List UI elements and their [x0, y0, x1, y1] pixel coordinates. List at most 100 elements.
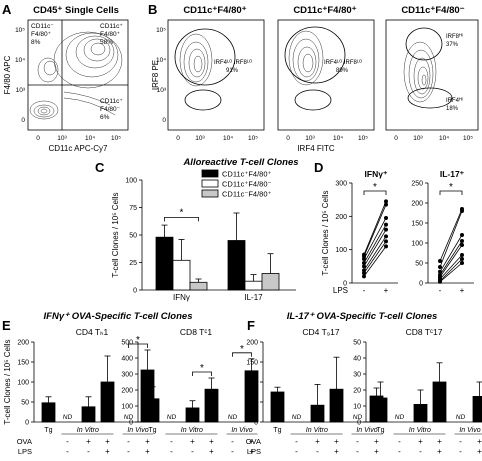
subplot-title: CD4 T₉17: [302, 327, 340, 337]
panel-b-ticks: 0 10³ 10⁴ 10⁵ 0 10³ 10⁴ 10⁵: [156, 27, 258, 142]
significance-marker: *: [180, 207, 184, 218]
row-value: -: [127, 447, 130, 456]
panel-letter-b: B: [148, 2, 157, 17]
group-label: In Vivo: [231, 427, 252, 434]
x-tick-label: +: [460, 286, 465, 295]
panel-a-plot-frame: [27, 19, 129, 131]
bar: [81, 406, 96, 423]
row-value: -: [66, 437, 69, 446]
bar: [41, 402, 56, 423]
significance-bracket: [232, 352, 252, 357]
y-tick-label: 250: [411, 181, 423, 188]
y-tick-label: 50: [129, 233, 137, 240]
data-point: [384, 244, 388, 249]
panel-b: IRF8 PE IRF4 FITC CD11c⁺F4/80⁺ IRF4ᴸᴼ IR…: [151, 5, 479, 153]
row-value: -: [170, 447, 173, 456]
data-point: [384, 234, 388, 239]
subplot-title: CD8 Tᶜ17: [406, 327, 443, 337]
panel-letter-c: C: [95, 160, 105, 175]
y-tick-label: 0: [357, 420, 361, 427]
gate-value: 18%: [446, 106, 459, 112]
row-label: LPS: [247, 447, 261, 456]
gate-label: IRF4ᴸᴼ IRF8ᴸᴼ: [214, 59, 252, 66]
paired-line: [439, 210, 463, 268]
row-value: -: [127, 437, 130, 446]
group-label: In Vitro: [409, 427, 431, 434]
y-tick-label: 75: [129, 205, 137, 212]
data-point: [460, 261, 464, 265]
panel-f-title: IL-17⁺ OVA-Specific T-cell Clones: [287, 311, 438, 322]
group-label: In Vitro: [306, 427, 328, 434]
panel-a-contours: [29, 31, 123, 120]
svg-text:0: 0: [162, 117, 166, 124]
data-point: [460, 257, 464, 261]
panel-b-ticks: 0 10³ 10⁴ 10⁵: [286, 135, 368, 142]
bar: [189, 281, 208, 291]
panel-b-contours: [179, 33, 213, 87]
gate-label: IRF8ᴴᴵ: [446, 33, 463, 40]
panel-b-contours: [288, 30, 324, 86]
panel-b-plot-title: CD11c⁺F4/80⁺: [183, 5, 246, 16]
x-tick-label: IL-17: [244, 293, 263, 302]
row-value: -: [356, 437, 359, 446]
row-value: +: [105, 447, 110, 456]
group-label: Tg: [273, 427, 281, 434]
subplot-title: CD4 Tₕ1: [76, 327, 109, 337]
row-value: +: [145, 437, 150, 446]
group-label: Tg: [148, 427, 156, 434]
panel-letter-f: F: [247, 318, 255, 333]
paired-line: [363, 241, 387, 274]
y-tick-label: 200: [411, 201, 423, 208]
row-value: -: [170, 437, 173, 446]
bar: [227, 240, 246, 291]
gate-label: IRF4ᴸᴼ IRF8ᴸᴼ: [324, 59, 362, 66]
panel-b-ylabel: IRF8 PE: [151, 60, 160, 90]
row-value: +: [86, 437, 91, 446]
row-value: +: [315, 437, 320, 446]
paired-line: [439, 258, 463, 282]
gate-outline: [405, 27, 443, 61]
row-value: +: [145, 447, 150, 456]
significance-marker: *: [373, 182, 377, 193]
y-tick-label: 50: [21, 400, 29, 407]
y-tick-label: 0: [419, 281, 423, 288]
data-point: [438, 265, 442, 269]
svg-text:10⁵: 10⁵: [15, 27, 25, 34]
data-point: [384, 202, 388, 207]
bar: [270, 391, 285, 423]
x-tick-label: -: [363, 286, 366, 295]
bar: [185, 407, 200, 423]
row-value: -: [231, 437, 234, 446]
legend-swatch: [201, 179, 219, 188]
gate-label: CD11c⁺: [100, 98, 123, 105]
data-point: [384, 216, 388, 220]
legend-label: CD11c⁺F4/80⁺: [222, 170, 272, 179]
data-point: [384, 227, 388, 232]
y-tick-label: 100: [246, 380, 258, 387]
y-tick-label: 40: [353, 356, 361, 363]
svg-text:10⁴: 10⁴: [85, 135, 95, 142]
bar: [244, 280, 263, 291]
legend-label: CD11c⁺F4/80⁻: [222, 180, 272, 189]
paired-line: [363, 236, 387, 271]
y-axis-label: T-cell Clones / 10⁵ Cells: [321, 190, 330, 275]
x-tick-label: +: [384, 286, 389, 295]
row-value: +: [190, 437, 195, 446]
row-value: -: [316, 447, 319, 456]
gate-label: CD11c⁻: [31, 23, 54, 30]
y-tick-label: 200: [335, 214, 347, 221]
svg-text:10⁵: 10⁵: [248, 135, 258, 142]
y-tick-label: 0: [343, 281, 347, 288]
bar-label: ND: [292, 414, 302, 421]
svg-text:10⁵: 10⁵: [463, 135, 473, 142]
y-tick-label: 0: [129, 420, 133, 427]
data-point: [384, 239, 388, 244]
data-point: [438, 259, 442, 263]
group-label: In Vitro: [181, 427, 203, 434]
paired-line: [363, 204, 387, 257]
panel-c-title: Alloreactive T-cell Clones: [182, 157, 298, 168]
data-point: [460, 253, 464, 257]
bar: [100, 381, 115, 423]
row-value: +: [477, 447, 482, 456]
